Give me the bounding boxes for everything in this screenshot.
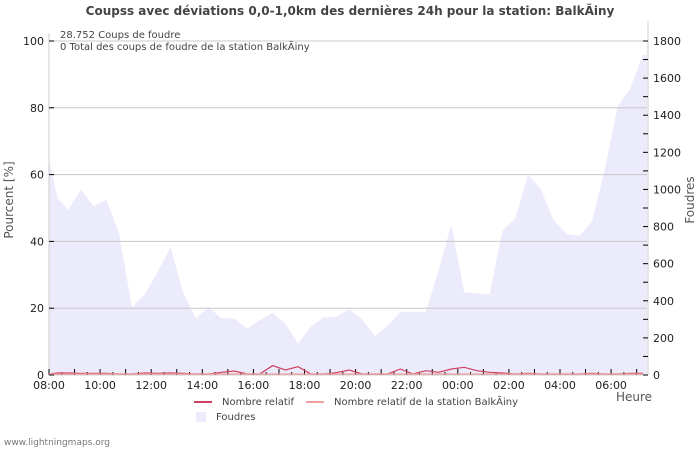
x-tick-label: 12:00 <box>135 379 167 392</box>
y-right-tick-label: 0 <box>653 369 660 382</box>
legend-label: Nombre relatif <box>222 397 295 408</box>
chart-title: Coupss avec déviations 0,0-1,0km des der… <box>85 4 615 18</box>
y-right-tick-label: 1600 <box>653 72 681 85</box>
legend-label: Nombre relatif de la station BalkÃiny <box>334 397 519 408</box>
x-tick-label: 00:00 <box>442 379 474 392</box>
x-tick-label: 10:00 <box>84 379 116 392</box>
y-right-tick-label: 200 <box>653 332 674 345</box>
x-tick-label: 20:00 <box>340 379 372 392</box>
legend-item-relative: Nombre relatif <box>194 397 294 408</box>
y-tick-label: 80 <box>30 102 44 115</box>
footer-source-link[interactable]: www.lightningmaps.org <box>4 438 110 448</box>
y-right-tick-label: 1800 <box>653 35 681 48</box>
y-tick-label: 40 <box>30 235 44 248</box>
x-tick-label: 18:00 <box>289 379 321 392</box>
legend-line-swatch <box>306 401 324 403</box>
x-tick-label: 06:00 <box>595 379 627 392</box>
y-axis-label: Pourcent [%] <box>2 161 16 238</box>
x-tick-label: 02:00 <box>493 379 525 392</box>
y-right-tick-label: 1200 <box>653 146 681 159</box>
x-tick-label: 16:00 <box>238 379 270 392</box>
legend-item-relative-station: Nombre relatif de la station BalkÃiny <box>306 397 518 408</box>
legend-box-swatch <box>196 412 206 422</box>
foudres-area <box>49 54 647 376</box>
info-station-total: 0 Total des coups de foudre de la statio… <box>60 42 310 53</box>
info-strike-count: 28.752 Coups de foudre <box>60 30 181 41</box>
y-tick-label: 60 <box>30 169 44 182</box>
y-tick-label: 100 <box>23 35 44 48</box>
legend-item-foudres: Foudres <box>196 412 255 423</box>
y-right-tick-label: 1400 <box>653 109 681 122</box>
legend-line-swatch <box>194 401 212 403</box>
y-right-tick-label: 400 <box>653 295 674 308</box>
y-tick-label: 0 <box>37 369 44 382</box>
y-right-axis-label: Foudres <box>683 176 697 223</box>
y-right-tick-label: 800 <box>653 221 674 234</box>
legend-label: Foudres <box>216 412 256 423</box>
x-axis-label: Heure <box>616 390 653 404</box>
y-tick-label: 20 <box>30 302 44 315</box>
x-tick-label: 22:00 <box>391 379 423 392</box>
x-tick-label: 04:00 <box>544 379 576 392</box>
y-right-tick-label: 1000 <box>653 183 681 196</box>
y-right-tick-label: 600 <box>653 258 674 271</box>
x-tick-label: 08:00 <box>33 379 65 392</box>
x-tick-label: 14:00 <box>186 379 218 392</box>
